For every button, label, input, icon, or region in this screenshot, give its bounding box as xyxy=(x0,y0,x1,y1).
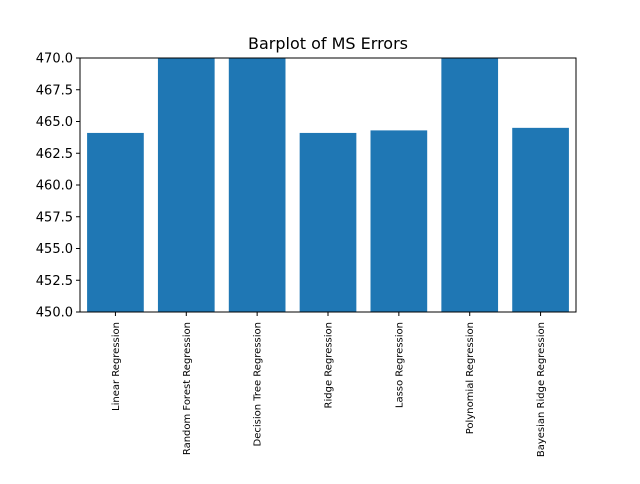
bar-1 xyxy=(87,132,144,312)
x-tick-label: Linear Regression xyxy=(111,322,122,411)
y-tick-label: 455.0 xyxy=(36,242,73,257)
x-tick-label: Ridge Regression xyxy=(324,322,335,408)
y-tick-label: 465.0 xyxy=(36,115,73,130)
bar-7 xyxy=(512,127,569,312)
y-tick-label: 450.0 xyxy=(36,306,73,321)
y-tick-label: 470.0 xyxy=(36,52,73,67)
y-axis: 450.0 452.5 455.0 457.5 460.0 462.5 465.0 467.5… xyxy=(36,52,80,321)
y-tick-label: 460.0 xyxy=(36,179,73,194)
x-tick-label: Bayesian Ridge Regression xyxy=(536,322,547,457)
y-tick-label: 457.5 xyxy=(36,210,73,225)
x-tick-label: Decision Tree Regression xyxy=(253,322,264,446)
x-axis: Linear Regression Random Forest Regressio… xyxy=(111,312,547,457)
bars-layer xyxy=(87,58,569,312)
x-tick-label: Polynomial Regression xyxy=(465,322,476,434)
x-tick-label: Lasso Regression xyxy=(394,322,405,408)
bar-3 xyxy=(228,58,286,312)
plot-frame xyxy=(79,57,577,313)
bar-5 xyxy=(370,130,428,312)
bar-2 xyxy=(157,58,215,312)
bar-6 xyxy=(441,58,499,312)
y-tick-label: 467.5 xyxy=(36,83,73,98)
bar-4 xyxy=(299,132,357,312)
chart-title: Barplot of MS Errors xyxy=(248,34,408,53)
y-tick-label: 462.5 xyxy=(36,147,73,162)
y-tick-label: 452.5 xyxy=(36,274,73,289)
x-tick-label: Random Forest Regression xyxy=(182,322,193,455)
